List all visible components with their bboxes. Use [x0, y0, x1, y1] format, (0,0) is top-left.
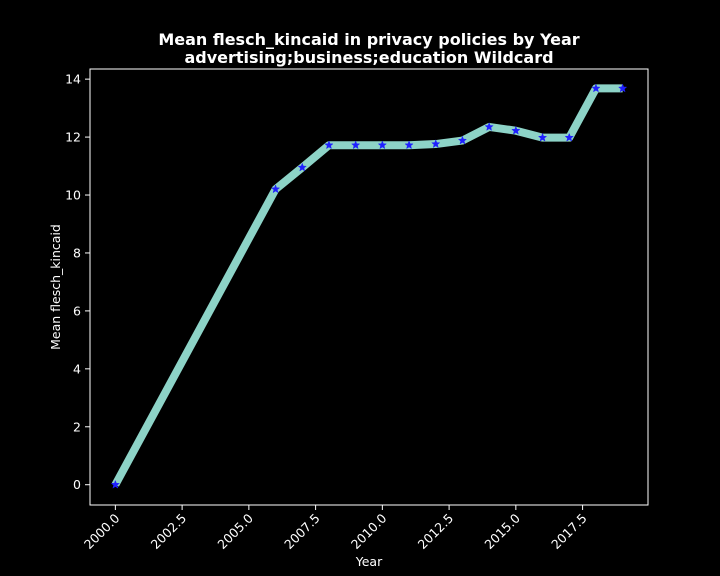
- chart-title: Mean flesch_kincaid in privacy policies …: [158, 30, 579, 49]
- plot-area-frame: [89, 68, 649, 506]
- y-tick-label: 14: [65, 72, 81, 87]
- y-tick-label: 10: [65, 188, 81, 203]
- y-axis-label: Mean flesch_kincaid: [48, 224, 63, 350]
- data-point-star: [617, 83, 628, 93]
- data-point-star: [591, 83, 601, 93]
- data-point-star: [511, 125, 521, 135]
- data-point-star: [564, 132, 574, 142]
- y-tick-label: 2: [73, 419, 81, 434]
- data-point-star: [457, 135, 468, 145]
- data-point-star: [404, 140, 414, 150]
- data-point-star: [537, 132, 548, 142]
- data-point-star: [431, 139, 441, 148]
- chart-subtitle: advertising;business;education Wildcard: [184, 48, 553, 67]
- y-tick-label: 6: [73, 303, 81, 318]
- data-point-star: [110, 479, 121, 489]
- data-point-star: [350, 140, 361, 150]
- x-axis-label: Year: [355, 554, 383, 569]
- y-tick-label: 0: [73, 477, 81, 492]
- data-point-star: [377, 140, 388, 150]
- data-point-star: [484, 122, 494, 131]
- series-group: [110, 83, 628, 489]
- y-tick-label: 12: [65, 130, 81, 145]
- y-tick-label: 4: [73, 361, 81, 376]
- y-axis: 0 2 4 6 8 10 12 14: [65, 72, 90, 492]
- y-tick-label: 8: [73, 245, 81, 260]
- data-point-star: [324, 140, 334, 150]
- data-point-star: [270, 184, 281, 194]
- data-point-star: [297, 162, 307, 172]
